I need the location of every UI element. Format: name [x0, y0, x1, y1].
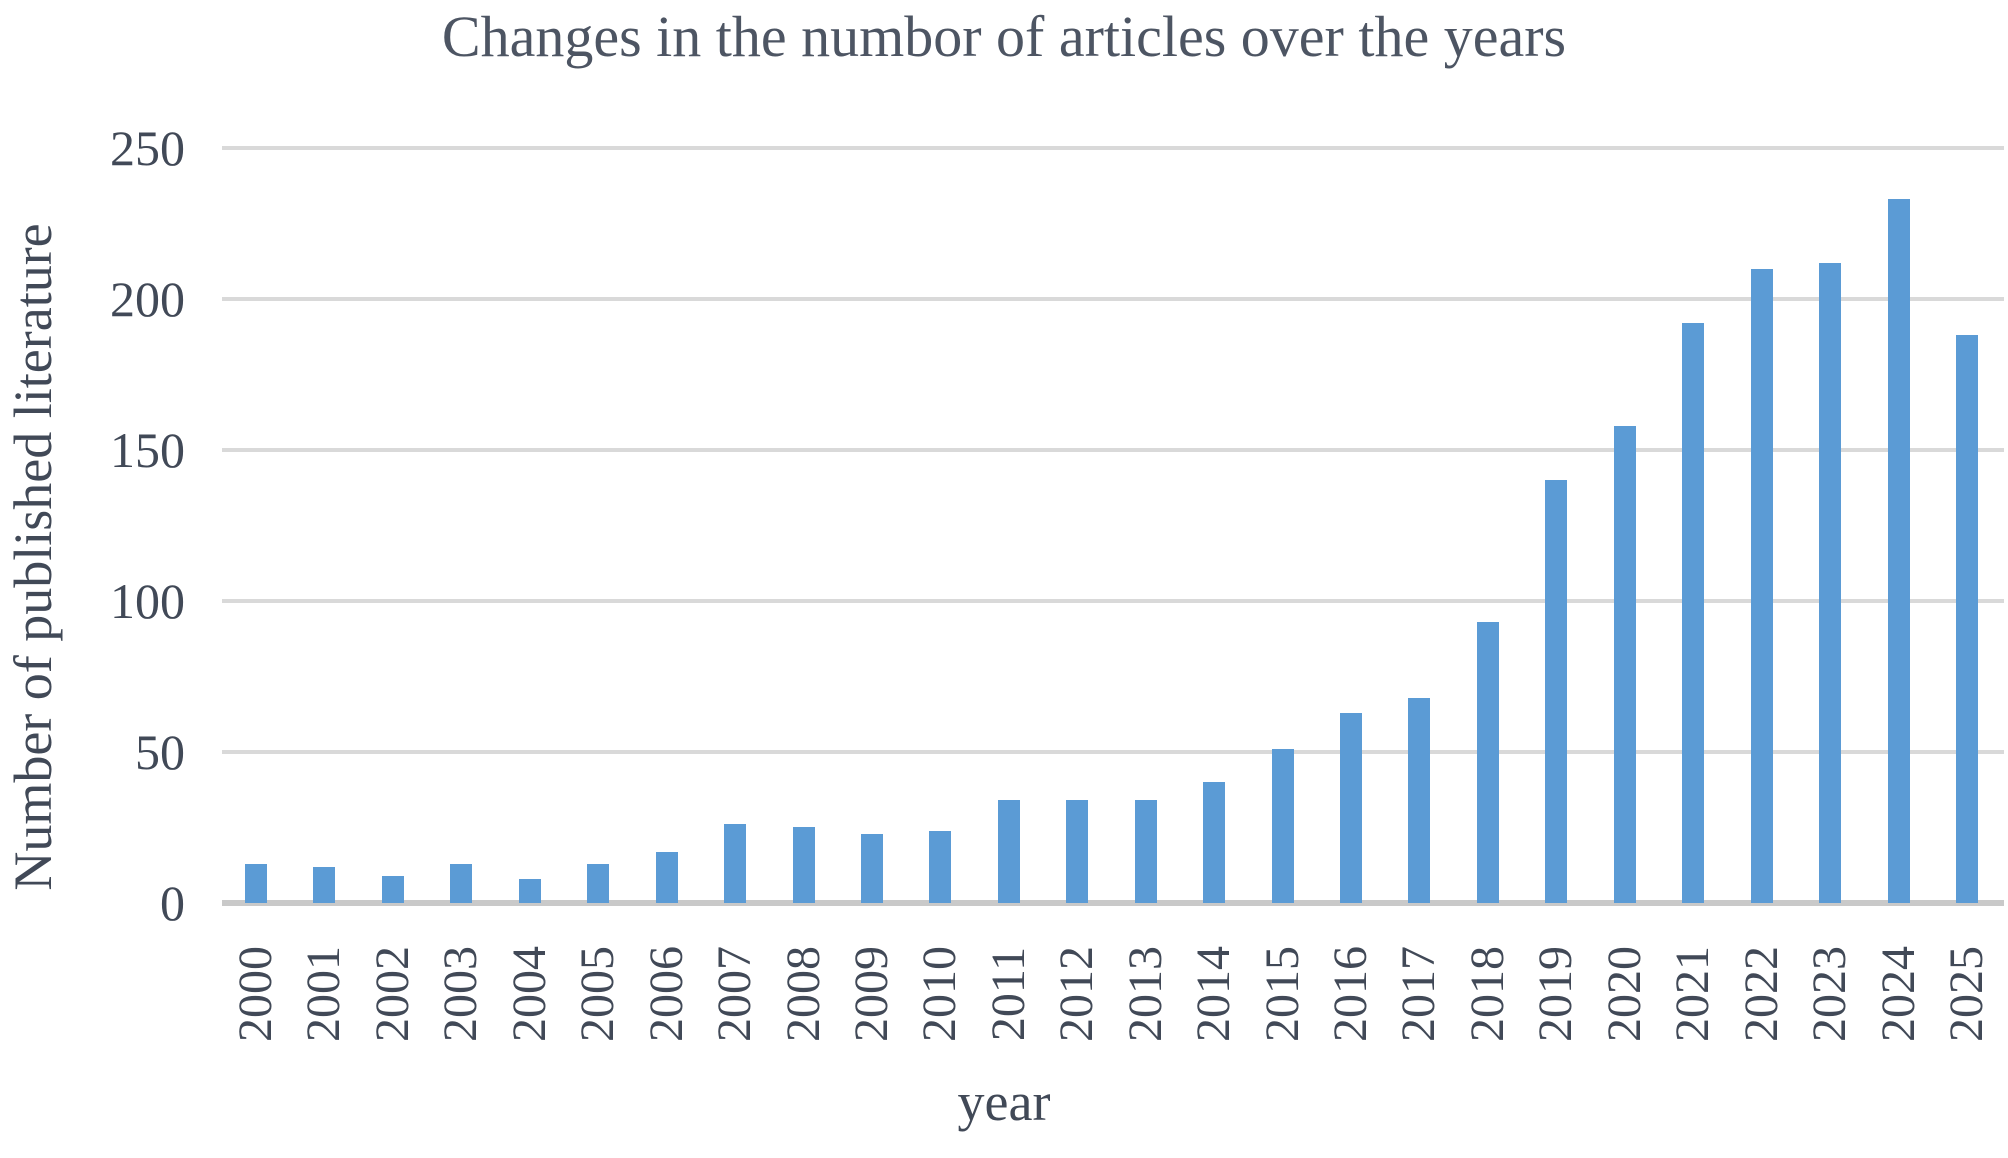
plot-area: [222, 146, 2004, 906]
x-tick-label-2011: 2011: [981, 946, 1035, 1042]
x-tick-label-2003: 2003: [434, 946, 488, 1042]
y-tick-label-50: 50: [135, 724, 185, 780]
x-axis-baseline: [222, 900, 2004, 906]
bar-2006: [655, 852, 678, 903]
x-tick-label-2004: 2004: [502, 946, 556, 1042]
x-tick-label-2007: 2007: [708, 946, 762, 1042]
bar-2020: [1613, 426, 1636, 903]
y-tick-label-200: 200: [110, 271, 185, 327]
bar-2023: [1819, 263, 1842, 903]
y-tick-label-100: 100: [110, 573, 185, 629]
y-tick-label-150: 150: [110, 422, 185, 478]
x-tick-label-2002: 2002: [365, 946, 419, 1042]
chart-title: Changes in the numbor of articles over t…: [441, 4, 1567, 69]
bar-2018: [1476, 622, 1499, 903]
bar-2014: [1203, 782, 1226, 903]
bar-2010: [929, 831, 952, 903]
gridline-150: [222, 448, 2004, 452]
bar-2001: [313, 867, 336, 903]
bar-2019: [1545, 480, 1568, 903]
bar-2002: [381, 876, 404, 903]
bar-2003: [450, 864, 473, 903]
bar-2021: [1682, 323, 1705, 903]
x-tick-label-2005: 2005: [571, 946, 625, 1042]
bar-2024: [1887, 199, 1910, 903]
y-tick-label-250: 250: [110, 120, 185, 176]
x-tick-label-2008: 2008: [776, 946, 830, 1042]
x-tick-label-2019: 2019: [1529, 946, 1583, 1042]
x-tick-label-2016: 2016: [1324, 946, 1378, 1042]
x-tick-label-2006: 2006: [639, 946, 693, 1042]
x-tick-label-2015: 2015: [1255, 946, 1309, 1042]
x-tick-label-2022: 2022: [1734, 946, 1788, 1042]
x-tick-label-2021: 2021: [1666, 946, 1720, 1042]
x-tick-label-2023: 2023: [1803, 946, 1857, 1042]
bar-2016: [1340, 713, 1363, 903]
bar-2004: [518, 879, 541, 903]
bar-2011: [997, 800, 1020, 903]
x-tick-label-2017: 2017: [1392, 946, 1446, 1042]
x-axis-label: year: [957, 1072, 1051, 1132]
x-tick-label-2001: 2001: [297, 946, 351, 1042]
bar-2000: [245, 864, 267, 903]
bar-2025: [1956, 335, 1978, 903]
y-tick-label-0: 0: [160, 875, 185, 931]
x-tick-label-2014: 2014: [1187, 946, 1241, 1042]
x-tick-label-2013: 2013: [1118, 946, 1172, 1042]
x-tick-label-2009: 2009: [844, 946, 898, 1042]
x-tick-label-2024: 2024: [1871, 946, 1925, 1042]
bar-2015: [1271, 749, 1294, 903]
x-tick-label-2020: 2020: [1597, 946, 1651, 1042]
bar-2013: [1134, 800, 1157, 903]
x-tick-label-2012: 2012: [1050, 946, 1104, 1042]
bar-2007: [724, 824, 747, 903]
bar-2005: [587, 864, 610, 903]
bar-2017: [1408, 698, 1431, 903]
bar-2012: [1066, 800, 1089, 903]
gridline-250: [222, 146, 2004, 150]
x-tick-label-2018: 2018: [1460, 946, 1514, 1042]
x-tick-label-2025: 2025: [1940, 946, 1993, 1042]
x-tick-label-2010: 2010: [913, 946, 967, 1042]
bar-2022: [1750, 269, 1773, 903]
x-tick-label-2000: 2000: [229, 946, 282, 1042]
y-axis-label: Number of published literature: [3, 223, 63, 891]
gridline-100: [222, 599, 2004, 603]
gridline-200: [222, 297, 2004, 301]
bar-2009: [860, 834, 883, 903]
bar-2008: [792, 827, 815, 903]
gridline-50: [222, 750, 2004, 754]
